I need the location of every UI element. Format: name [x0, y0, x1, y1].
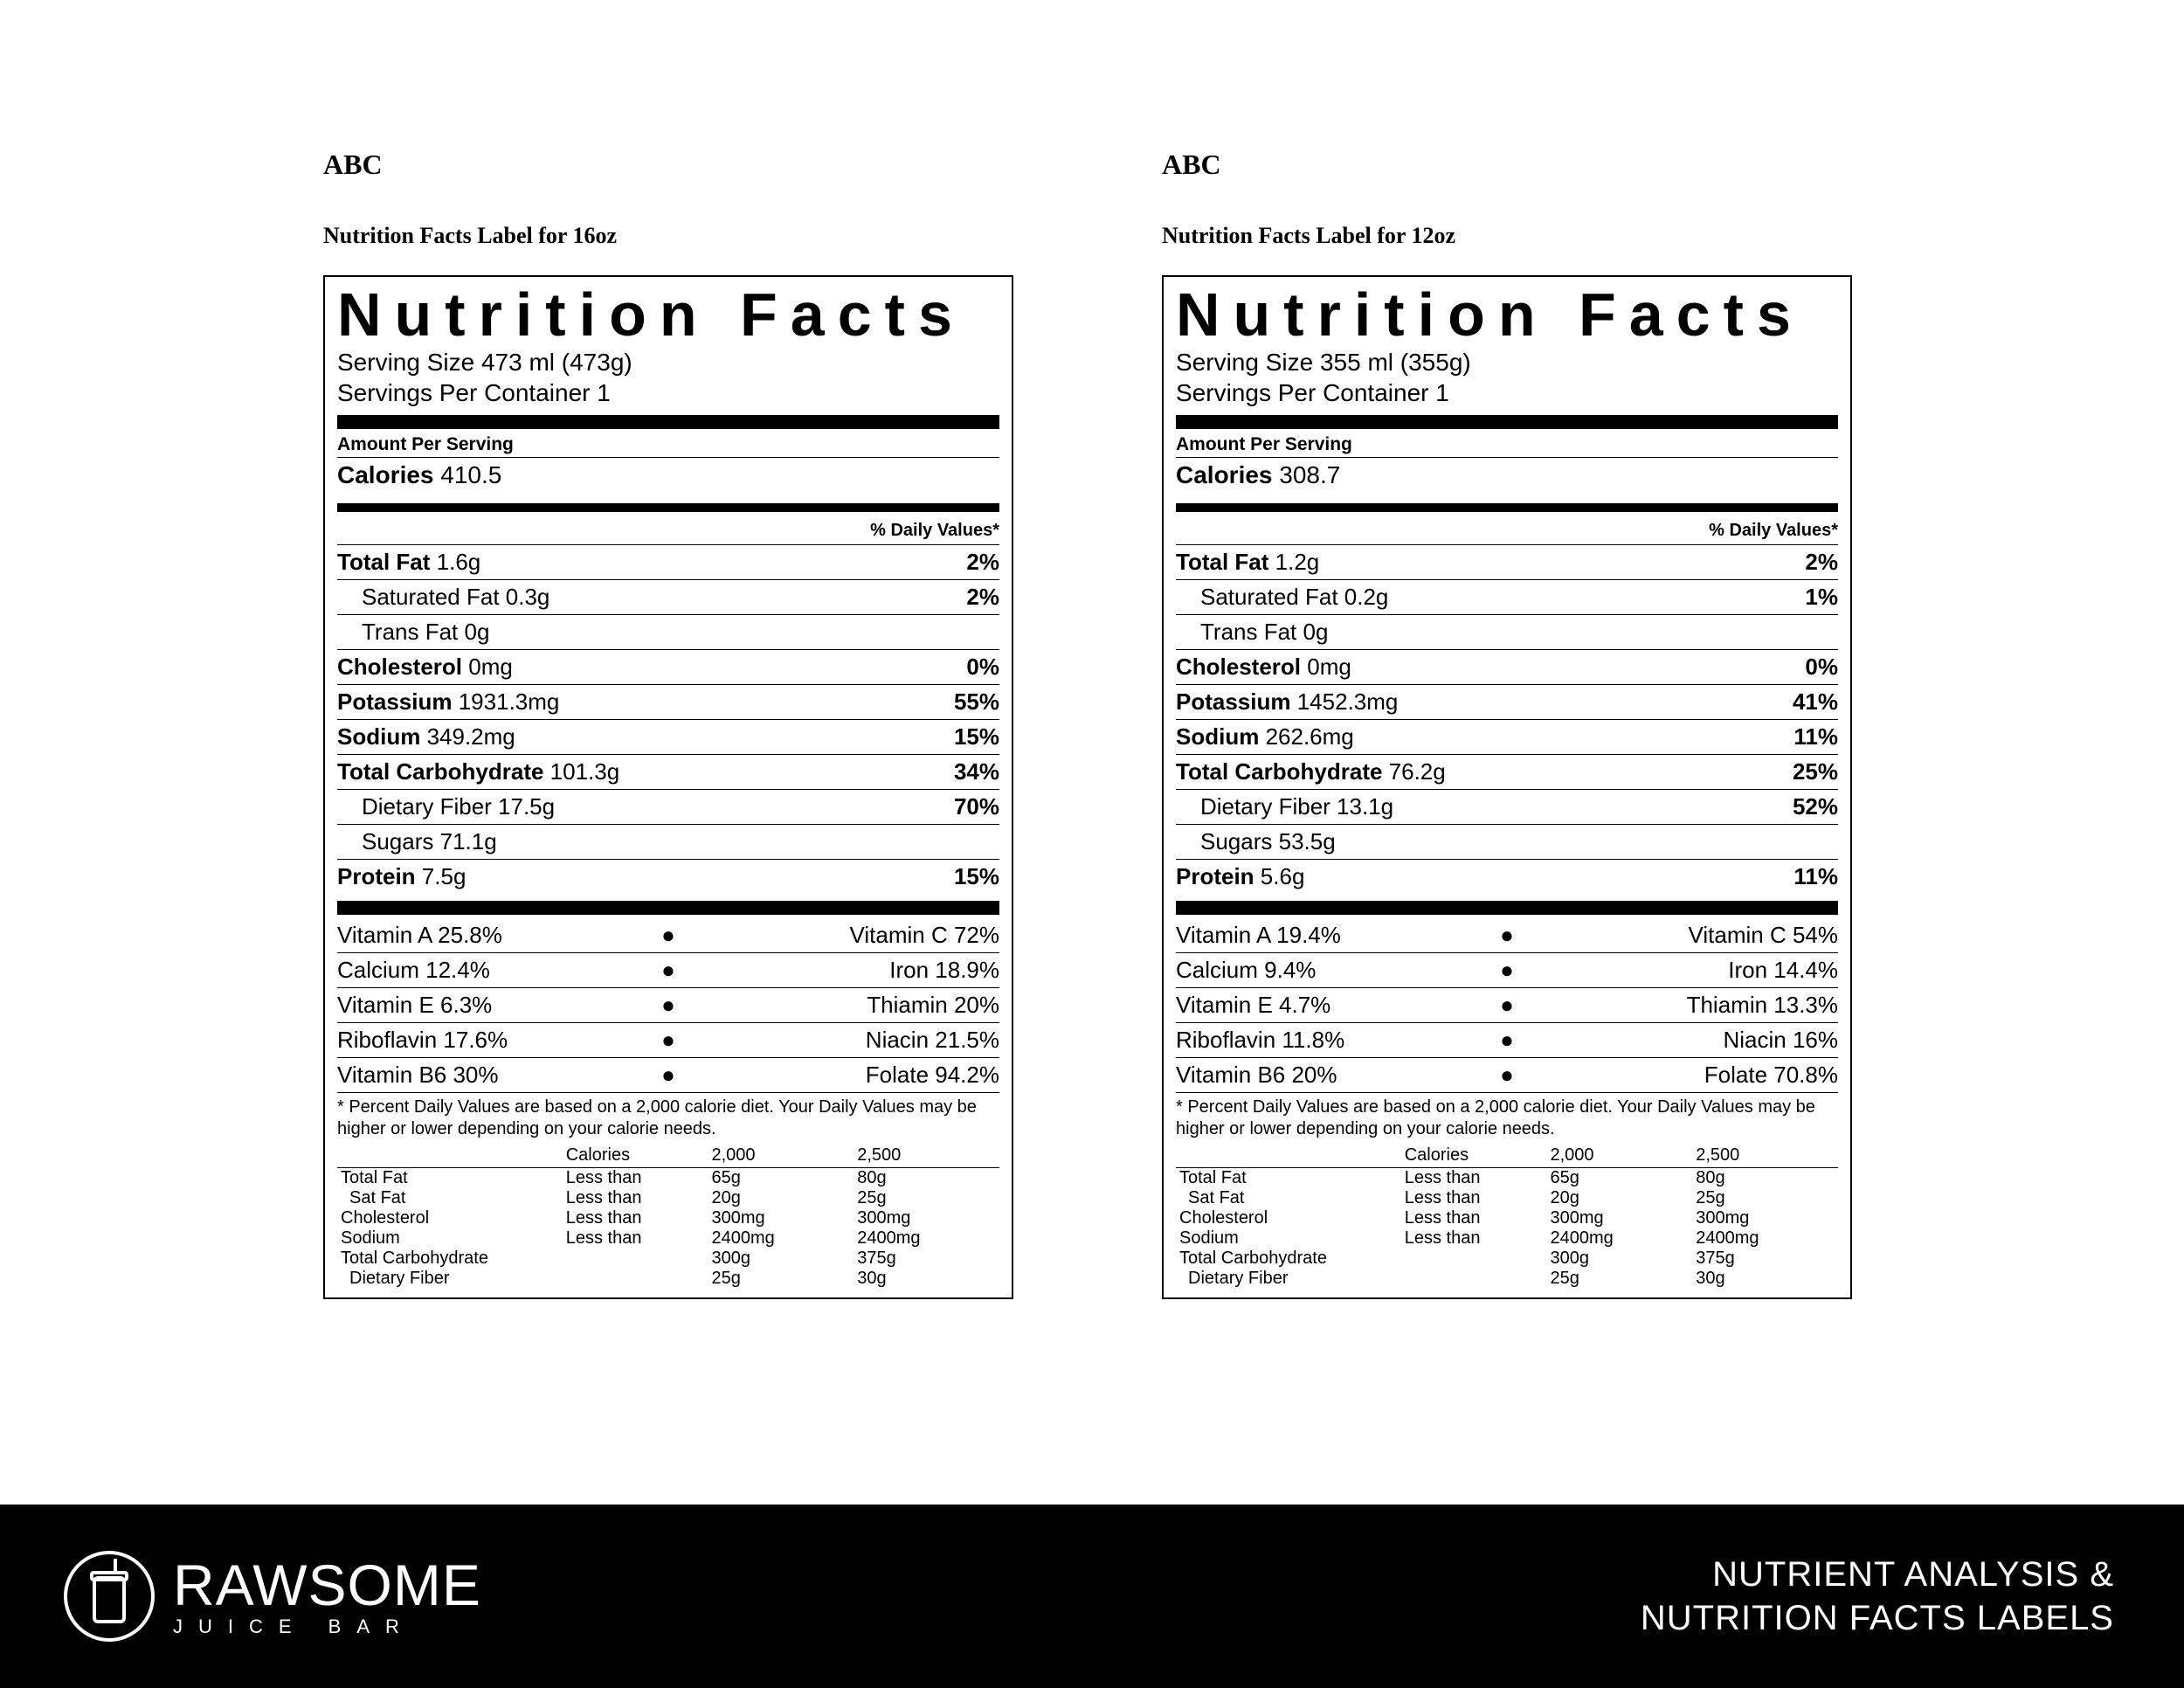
brand-name: RAWSOME — [173, 1556, 481, 1614]
vitamin-row: Vitamin A 19.4%●Vitamin C 54% — [1176, 918, 1838, 952]
content: ABC Nutrition Facts Label for 16oz Nutri… — [0, 0, 2184, 1299]
panel-16oz: ABC Nutrition Facts Label for 16oz Nutri… — [323, 149, 1013, 1299]
footer-line2: NUTRITION FACTS LABELS — [1641, 1596, 2114, 1640]
nutrient-row: Sugars 71.1g — [337, 824, 999, 859]
label-title: Nutrition Facts Label for 16oz — [323, 223, 1013, 249]
divider-thick — [1176, 901, 1838, 915]
nutrient-row: Sodium 349.2mg15% — [337, 719, 999, 754]
nutrition-label: Nutrition Facts Serving Size 473 ml (473… — [323, 275, 1013, 1299]
nutrient-row: Potassium 1452.3mg41% — [1176, 684, 1838, 719]
serving-size: Serving Size 355 ml (355g) — [1176, 347, 1838, 377]
label-title: Nutrition Facts Label for 12oz — [1162, 223, 1852, 249]
nutrition-label: Nutrition Facts Serving Size 355 ml (355… — [1162, 275, 1852, 1299]
servings-per: Servings Per Container 1 — [1176, 377, 1838, 408]
nutrient-row: Total Fat 1.6g2% — [337, 544, 999, 579]
dv-header: % Daily Values* — [1176, 517, 1838, 544]
reference-table: Calories2,0002,500Total FatLess than65g8… — [337, 1145, 999, 1289]
nutrient-row: Sodium 262.6mg11% — [1176, 719, 1838, 754]
nutrient-row: Protein 5.6g11% — [1176, 859, 1838, 894]
reference-table: Calories2,0002,500Total FatLess than65g8… — [1176, 1145, 1838, 1289]
nutrient-row: Dietary Fiber 17.5g70% — [337, 789, 999, 824]
footer-line1: NUTRIENT ANALYSIS & — [1641, 1553, 2114, 1596]
vitamin-row: Vitamin B6 30%●Folate 94.2% — [337, 1057, 999, 1092]
footer-right: NUTRIENT ANALYSIS & NUTRITION FACTS LABE… — [1641, 1553, 2114, 1640]
nutrient-row: Potassium 1931.3mg55% — [337, 684, 999, 719]
vitamin-row: Vitamin B6 20%●Folate 70.8% — [1176, 1057, 1838, 1092]
vitamin-row: Calcium 9.4%●Iron 14.4% — [1176, 952, 1838, 987]
amount-per-serving: Amount Per Serving — [337, 432, 999, 457]
nutrient-row: Saturated Fat 0.3g2% — [337, 579, 999, 614]
product-name: ABC — [323, 149, 1013, 181]
panel-12oz: ABC Nutrition Facts Label for 12oz Nutri… — [1162, 149, 1852, 1299]
nutrient-row: Cholesterol 0mg0% — [1176, 649, 1838, 684]
footer: RAWSOME JUICE BAR NUTRIENT ANALYSIS & NU… — [0, 1505, 2184, 1688]
nutrient-row: Total Fat 1.2g2% — [1176, 544, 1838, 579]
brand: RAWSOME JUICE BAR — [61, 1548, 481, 1644]
dv-header: % Daily Values* — [337, 517, 999, 544]
divider-thick — [337, 415, 999, 429]
jar-icon — [61, 1548, 157, 1644]
product-name: ABC — [1162, 149, 1852, 181]
vitamin-row: Vitamin A 25.8%●Vitamin C 72% — [337, 918, 999, 952]
calories-row: Calories 410.5 — [337, 457, 999, 498]
nutrients: Total Fat 1.6g2%Saturated Fat 0.3g2%Tran… — [337, 544, 999, 894]
nfl-heading: Nutrition Facts — [1176, 284, 1838, 345]
nutrient-row: Trans Fat 0g — [337, 614, 999, 649]
nutrient-row: Sugars 53.5g — [1176, 824, 1838, 859]
vitamin-row: Vitamin E 6.3%●Thiamin 20% — [337, 987, 999, 1022]
vitamins: Vitamin A 19.4%●Vitamin C 54%Calcium 9.4… — [1176, 918, 1838, 1092]
nutrient-row: Saturated Fat 0.2g1% — [1176, 579, 1838, 614]
brand-sub: JUICE BAR — [173, 1617, 481, 1636]
nutrient-row: Protein 7.5g15% — [337, 859, 999, 894]
nutrients: Total Fat 1.2g2%Saturated Fat 0.2g1%Tran… — [1176, 544, 1838, 894]
nutrient-row: Dietary Fiber 13.1g52% — [1176, 789, 1838, 824]
divider-thick — [1176, 415, 1838, 429]
divider-thick — [337, 901, 999, 915]
vitamin-row: Riboflavin 11.8%●Niacin 16% — [1176, 1022, 1838, 1057]
dv-note: * Percent Daily Values are based on a 2,… — [1176, 1092, 1838, 1142]
vitamin-row: Vitamin E 4.7%●Thiamin 13.3% — [1176, 987, 1838, 1022]
nutrient-row: Total Carbohydrate 101.3g34% — [337, 754, 999, 789]
serving-size: Serving Size 473 ml (473g) — [337, 347, 999, 377]
calories-row: Calories 308.7 — [1176, 457, 1838, 498]
nutrient-row: Trans Fat 0g — [1176, 614, 1838, 649]
divider-med — [1176, 503, 1838, 512]
amount-per-serving: Amount Per Serving — [1176, 432, 1838, 457]
nutrient-row: Cholesterol 0mg0% — [337, 649, 999, 684]
servings-per: Servings Per Container 1 — [337, 377, 999, 408]
brand-text: RAWSOME JUICE BAR — [173, 1556, 481, 1636]
nutrient-row: Total Carbohydrate 76.2g25% — [1176, 754, 1838, 789]
nfl-heading: Nutrition Facts — [337, 284, 999, 345]
vitamins: Vitamin A 25.8%●Vitamin C 72%Calcium 12.… — [337, 918, 999, 1092]
vitamin-row: Calcium 12.4%●Iron 18.9% — [337, 952, 999, 987]
vitamin-row: Riboflavin 17.6%●Niacin 21.5% — [337, 1022, 999, 1057]
divider-med — [337, 503, 999, 512]
dv-note: * Percent Daily Values are based on a 2,… — [337, 1092, 999, 1142]
